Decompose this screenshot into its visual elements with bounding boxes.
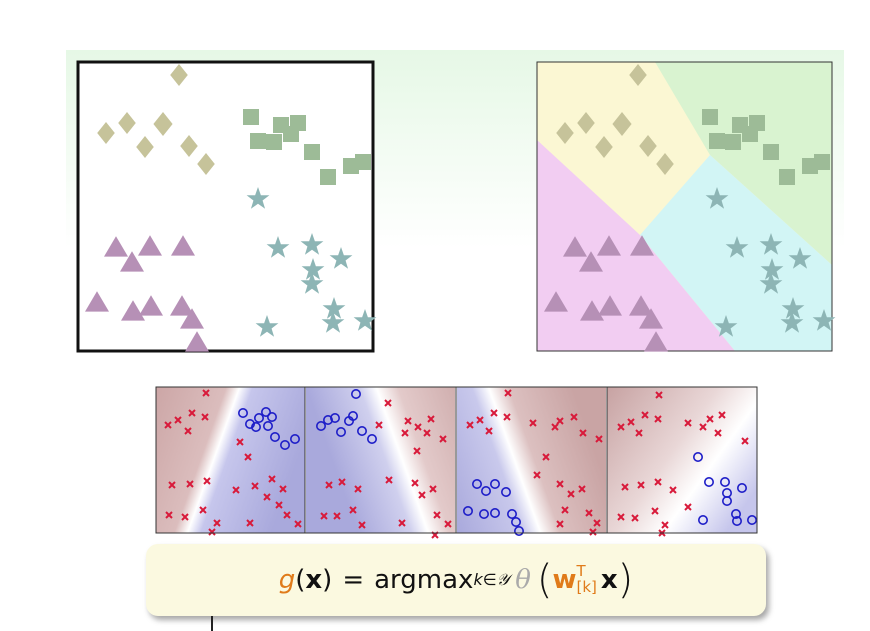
- formula-w-indices: T [k]: [576, 562, 597, 596]
- panel-3: [457, 387, 606, 537]
- formula-sub: [k]: [576, 578, 597, 596]
- formula-paren-open: (: [295, 565, 306, 595]
- formula-argmax: argmax: [374, 565, 474, 595]
- formula-x: x: [305, 565, 323, 595]
- region-green: [655, 62, 832, 265]
- formula-subscript: k∈𝒴: [473, 570, 510, 589]
- formula-paren-close: ): [322, 565, 333, 595]
- left-plot-frame: [76, 60, 375, 353]
- formula-w: w: [552, 565, 577, 595]
- formula-g: g: [278, 565, 296, 595]
- panel-2: [306, 387, 455, 539]
- binary-classifier-panels: [155, 386, 758, 539]
- panel-4: [607, 387, 758, 537]
- formula-sup: T: [576, 562, 586, 581]
- formula-big-paren-close: ): [617, 557, 634, 603]
- formula-box: g(x) = argmax k∈𝒴 θ ( w T [k] x ): [146, 544, 766, 616]
- formula-equals: =: [342, 565, 365, 595]
- right-plot-frame: [536, 61, 833, 352]
- right-region-plot: [536, 61, 836, 352]
- cursor-line: [211, 616, 213, 631]
- left-scatter-plot: [76, 60, 377, 353]
- formula-x-end: x: [600, 565, 618, 595]
- formula-theta: θ: [515, 565, 531, 595]
- formula-big-paren-open: (: [536, 557, 553, 603]
- panel-1: [156, 387, 305, 536]
